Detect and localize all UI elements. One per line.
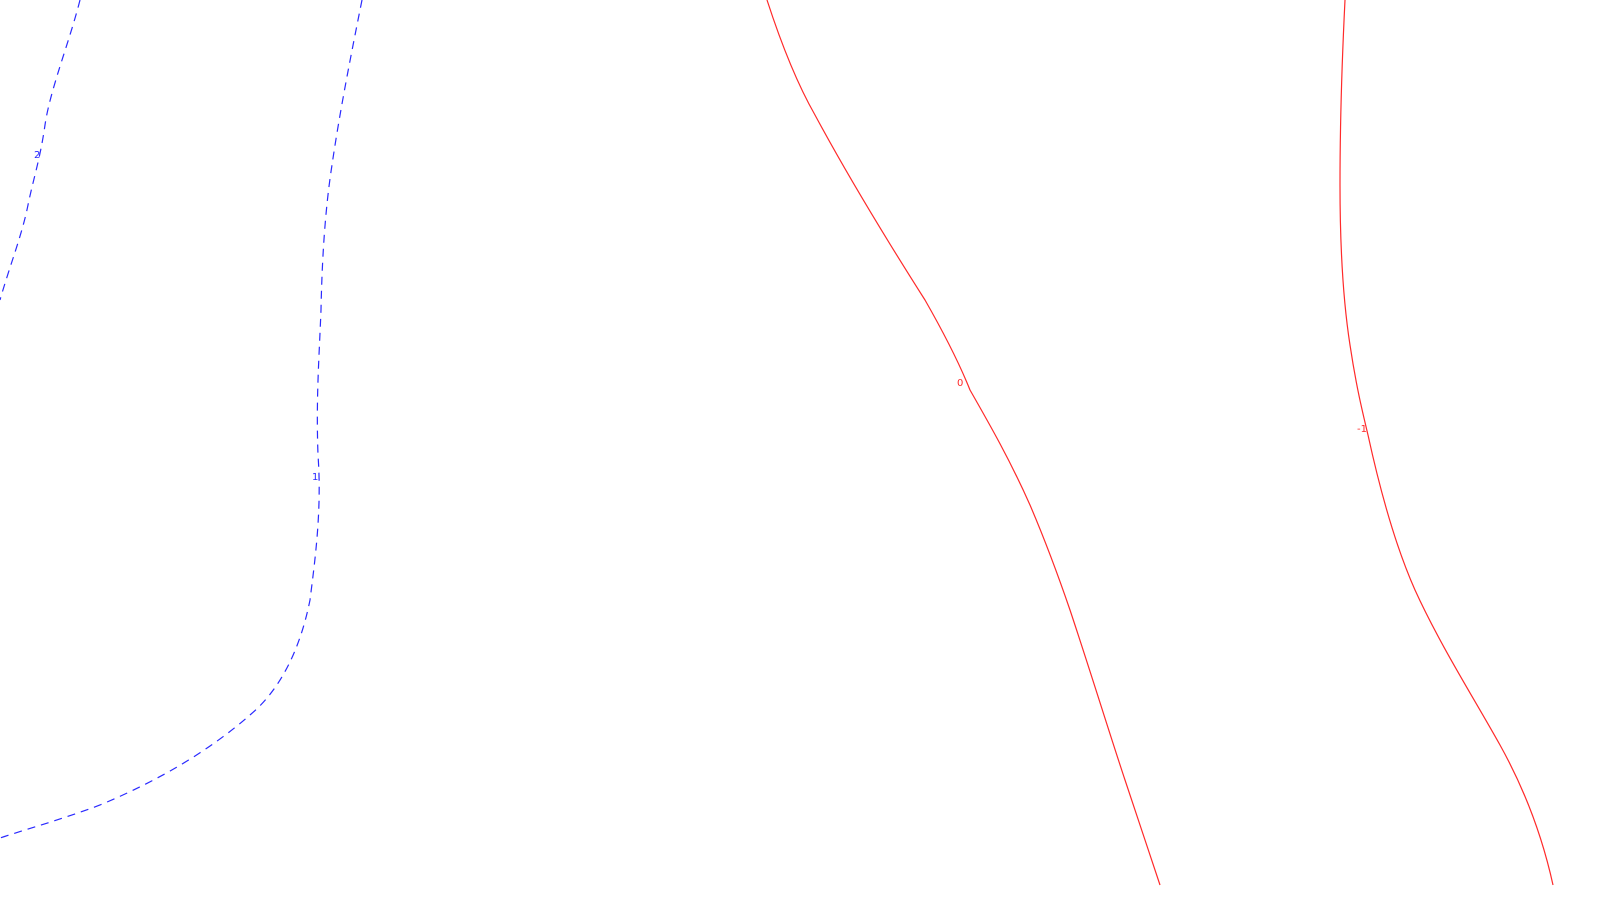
- contour-label-neg1: -1: [1357, 424, 1367, 435]
- contour-line-neg1: [1339, 0, 1554, 886]
- contour-line-0: [766, 0, 1161, 886]
- contour-line-2: [0, 0, 81, 301]
- contour-label-1: 1: [312, 472, 318, 483]
- contour-line-1: [0, 0, 363, 839]
- contour-label-2: 2: [34, 150, 40, 161]
- contour-label-0: 0: [957, 378, 963, 389]
